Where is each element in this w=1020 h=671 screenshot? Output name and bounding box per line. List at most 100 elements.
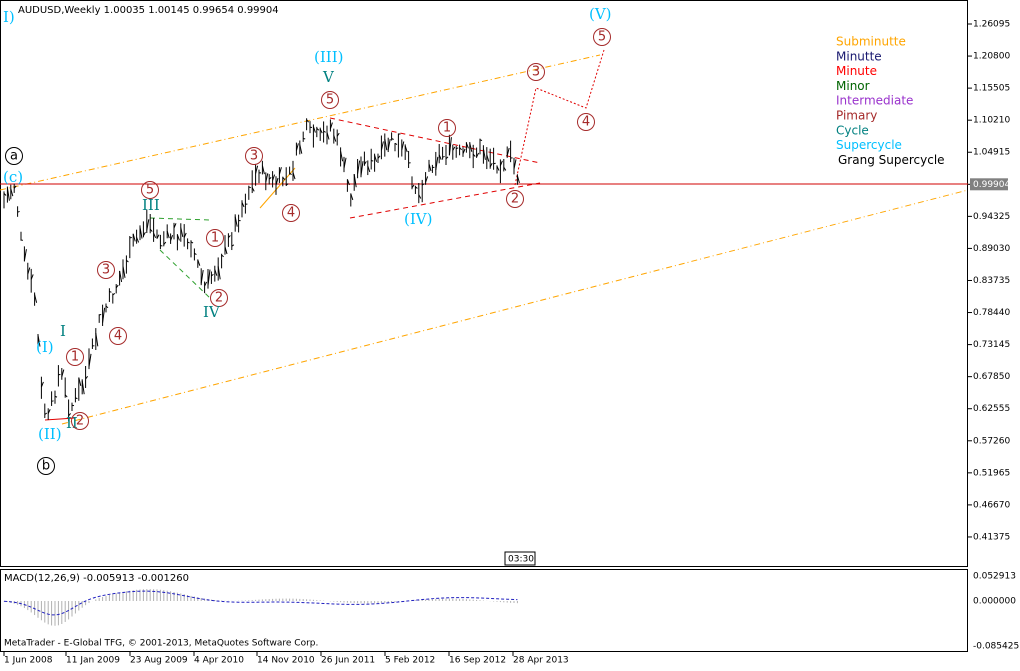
- wave-label: 2: [511, 192, 519, 207]
- wave-circle: [506, 190, 524, 208]
- price-bar-tick: [285, 183, 289, 186]
- price-bar-tick: [312, 126, 316, 133]
- wave-label: 3: [102, 263, 110, 278]
- wave-label: 1: [443, 121, 451, 136]
- price-bar-tick: [228, 235, 231, 238]
- price-bar-tick: [452, 146, 456, 151]
- price-bar-tick: [122, 266, 126, 278]
- price-bar-tick: [445, 156, 449, 160]
- price-bar-tick: [211, 273, 214, 277]
- price-bar-tick: [448, 137, 452, 156]
- price-label: 1.20800: [973, 52, 1010, 62]
- price-bar-tick: [231, 244, 235, 247]
- price-bar-tick: [459, 147, 462, 151]
- price-bar-tick: [394, 142, 398, 145]
- wave-label: 4: [582, 115, 590, 130]
- macd-plot: [3, 589, 518, 626]
- price-bar-tick: [438, 154, 442, 160]
- price-bar-tick: [170, 235, 174, 241]
- wave-label: V: [322, 68, 335, 86]
- price-label: 0.89030: [973, 244, 1010, 254]
- price-bar-tick: [363, 161, 367, 165]
- wave-label: 4: [287, 206, 295, 221]
- time-label: 14 Nov 2010: [257, 656, 315, 666]
- price-bar-tick: [476, 152, 480, 158]
- price-bar-tick: [197, 259, 201, 266]
- price-bar-tick: [489, 162, 493, 168]
- price-label: 1.10210: [973, 116, 1010, 126]
- price-bar-tick: [183, 232, 187, 238]
- time-label: 1 Jun 2008: [4, 656, 53, 666]
- price-bar-tick: [499, 160, 503, 166]
- price-bar-tick: [27, 267, 31, 275]
- macd-axis-label: 0.052913: [973, 572, 1016, 582]
- wave-label: I): [3, 8, 15, 26]
- legend-entry: Minor: [836, 79, 870, 93]
- wave-label: 1: [71, 350, 79, 365]
- time-label: 11 Jan 2009: [66, 656, 120, 666]
- price-bar-tick: [6, 187, 10, 201]
- price-bar-tick: [194, 252, 197, 255]
- price-bar-tick: [418, 194, 422, 199]
- price-highlight: [970, 178, 1008, 191]
- price-bar-tick: [299, 144, 303, 154]
- price-bar-tick: [207, 269, 211, 286]
- price-bar-tick: [326, 132, 330, 140]
- wave-label: (I): [36, 338, 54, 356]
- price-bar-tick: [404, 145, 408, 153]
- price-bar-tick: [251, 187, 255, 192]
- price-label: 0.46670: [973, 500, 1010, 510]
- wave-label: (V): [589, 5, 612, 23]
- price-bar-tick: [469, 143, 473, 152]
- price-bar-tick: [442, 155, 445, 158]
- price-bar-tick: [357, 160, 361, 174]
- price-bar-tick: [377, 155, 381, 159]
- price-bar-tick: [374, 155, 378, 162]
- price-bar-tick: [255, 165, 259, 174]
- wave-label: 5: [326, 93, 334, 108]
- time-label: 28 Apr 2013: [513, 656, 569, 666]
- price-bar-tick: [156, 234, 160, 239]
- price-bar-tick: [54, 395, 58, 398]
- price-bar-tick: [37, 334, 41, 347]
- price-bar-tick: [149, 228, 153, 232]
- price-bar-tick: [316, 128, 320, 131]
- macd-signal: [3, 590, 518, 616]
- price-bar-tick: [221, 254, 224, 258]
- price-bar-tick: [333, 135, 337, 142]
- price-bar-tick: [462, 148, 466, 155]
- price-bar-tick: [214, 269, 218, 276]
- price-bar-tick: [411, 184, 415, 189]
- price-bar-tick: [3, 193, 7, 196]
- legend-entry: Cycle: [836, 123, 869, 137]
- price-bar-tick: [350, 193, 354, 201]
- wave-label: I: [60, 322, 66, 340]
- legend-entry: Intermediate: [836, 94, 913, 108]
- price-bar-tick: [295, 143, 299, 151]
- price-bar-tick: [105, 305, 109, 309]
- macd-axis-label: -0.085425: [973, 642, 1019, 652]
- wave-label: 4: [114, 329, 122, 344]
- price-bar-tick: [401, 141, 405, 150]
- legend-entry: Supercycle: [836, 138, 902, 152]
- price-bar-tick: [78, 377, 82, 386]
- wave-label: 5: [146, 183, 154, 198]
- price-label: 0.67850: [973, 372, 1010, 382]
- price-bar-tick: [61, 369, 65, 377]
- price-label: 0.51965: [973, 468, 1010, 478]
- wave-circle: [206, 229, 224, 247]
- wave-circle: [210, 289, 228, 307]
- wave-label: 2: [76, 414, 84, 429]
- time-marker: 03:30: [508, 555, 534, 565]
- price-bar-tick: [10, 188, 14, 197]
- price-bar-tick: [272, 174, 276, 181]
- price-label: 0.73145: [973, 340, 1010, 350]
- time-label: 23 Aug 2009: [130, 656, 188, 666]
- price-label: 0.41375: [973, 532, 1010, 542]
- price-bar-tick: [482, 148, 486, 160]
- price-bar-tick: [513, 159, 517, 170]
- price-bar-tick: [126, 259, 129, 263]
- wave-label: 5: [598, 30, 606, 45]
- wave-circle: [66, 348, 84, 366]
